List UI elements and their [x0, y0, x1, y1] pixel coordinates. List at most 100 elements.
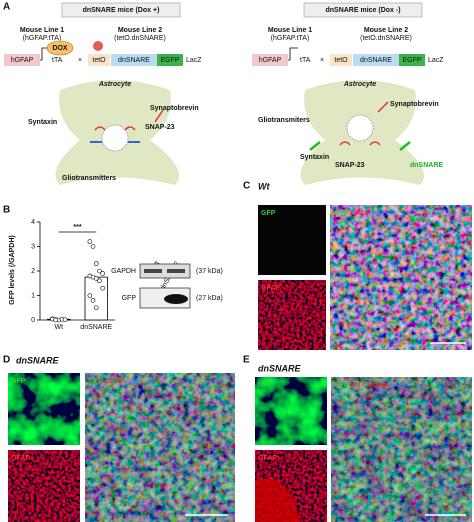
data-point: [100, 271, 105, 276]
channel-label: GFAP: [258, 455, 277, 462]
gene-box: [399, 54, 425, 66]
panel-label: C: [243, 181, 250, 192]
y-axis-label: GFP levels (/GAPDH): [9, 235, 16, 305]
line-sub: (tetO.dnSNARE): [114, 35, 166, 42]
gene: LacZ: [428, 57, 444, 64]
line-sub: (hGFAP.tTA): [23, 35, 62, 42]
promoter-arrow: [40, 47, 50, 61]
blot-strip: [139, 263, 191, 279]
channel: GFP: [89, 378, 104, 385]
dox-label: DOX: [52, 45, 68, 52]
gene-box: [252, 54, 288, 66]
data-point: [90, 298, 96, 303]
gene: tetO: [334, 57, 348, 64]
snare: [339, 101, 389, 146]
protein-label: Synaptobrevin: [150, 105, 199, 112]
protein-label: Syntaxin: [28, 119, 57, 126]
data-point: [93, 276, 99, 281]
panel-label: D: [3, 355, 10, 366]
data-point: [87, 239, 93, 244]
channel-label: GFP GFAP DAPI: [89, 378, 143, 385]
cross: ×: [78, 57, 82, 64]
micrograph: [8, 373, 80, 445]
data-point: [100, 285, 105, 291]
micrograph-overlay: [331, 377, 472, 522]
micrograph-region: [255, 478, 300, 522]
data-point: [90, 244, 96, 249]
panel-label: A: [3, 2, 10, 13]
blot-band: [167, 269, 185, 273]
gene-box: [330, 54, 352, 66]
panel-title: dnSNARE mice (Dox +): [83, 7, 160, 14]
blot-row-label: GFP: [122, 295, 137, 302]
protein-label: Syntaxin: [300, 154, 329, 161]
gene: tTA: [300, 57, 311, 64]
promoter-arrow: [288, 47, 298, 61]
channel: GFAP: [105, 378, 124, 385]
blot-band: [144, 269, 162, 273]
channel-label: GFP: [258, 382, 273, 389]
gene: hGFAP: [259, 57, 282, 64]
channel: GFP: [334, 210, 349, 217]
line-label: Mouse Line 2: [118, 27, 162, 34]
y-tick-label: 1: [31, 292, 35, 299]
gene-box: [157, 54, 183, 66]
panel-label: B: [3, 205, 10, 216]
blot-size: (27 kDa): [196, 295, 223, 302]
channel: DAPI: [126, 378, 143, 385]
protein-label: dnSNARE: [410, 162, 443, 169]
data-point: [93, 305, 99, 311]
gene-box: [4, 54, 40, 66]
panel-title: dnSNARE: [16, 355, 59, 365]
data-point: [53, 317, 58, 323]
data-point: [62, 317, 68, 323]
gene: EGFP: [160, 57, 179, 64]
blot-row-label: GAPDH: [111, 268, 136, 275]
protein-label: Gliotransmiters: [258, 117, 310, 124]
micrograph: [8, 450, 80, 522]
channel-label: GFP: [261, 210, 276, 217]
cell-label: Astrocyte: [343, 81, 376, 88]
snare: [94, 109, 164, 131]
gene: hGFAP: [11, 57, 34, 64]
gene: dnSNARE: [118, 57, 150, 64]
panel-title: dnSNARE: [258, 363, 301, 373]
vesicle: [346, 114, 374, 142]
title-box: [61, 2, 181, 18]
gene: tTA: [52, 57, 63, 64]
protein-label: SNAP-23: [335, 162, 365, 169]
micrograph: [255, 377, 327, 445]
data-point: [93, 261, 99, 266]
dox-badge: [46, 40, 74, 56]
vesicle: [101, 124, 129, 152]
blot-size: (37 kDa): [196, 268, 223, 275]
bar-chart: 0 1 2 3 4 Wt dnSNARE ***: [31, 219, 115, 331]
line-sub: (hGFAP.tTA): [271, 35, 310, 42]
data-point: [97, 278, 102, 284]
x-tick-label: dnSNARE: [80, 324, 112, 331]
dnsnare-mark: [309, 141, 411, 151]
line-label: Mouse Line 1: [268, 27, 312, 34]
line-label: Mouse Line 1: [20, 27, 64, 34]
micrograph: [330, 205, 472, 350]
gene-box: [88, 54, 110, 66]
gene-box: [111, 54, 157, 66]
data-point: [97, 268, 102, 274]
blocker-icon: [93, 41, 103, 51]
bar: [84, 276, 108, 321]
cross: ×: [320, 57, 324, 64]
gene: tetO: [92, 57, 106, 64]
channel-label: GFAP: [11, 455, 30, 462]
gene: LacZ: [186, 57, 202, 64]
micrograph-overlay: [85, 373, 235, 522]
panel-label: E: [243, 355, 250, 366]
panel-title: Wt: [258, 181, 270, 191]
protein-label: SNAP-23: [145, 124, 175, 131]
channel-label: GFAP: [261, 285, 280, 292]
line-label: Mouse Line 2: [364, 27, 408, 34]
title-box: [303, 2, 423, 18]
channel: GFAP: [350, 210, 369, 217]
y-tick-label: 4: [31, 219, 35, 226]
data-point: [87, 293, 93, 298]
gene: dnSNARE: [360, 57, 392, 64]
